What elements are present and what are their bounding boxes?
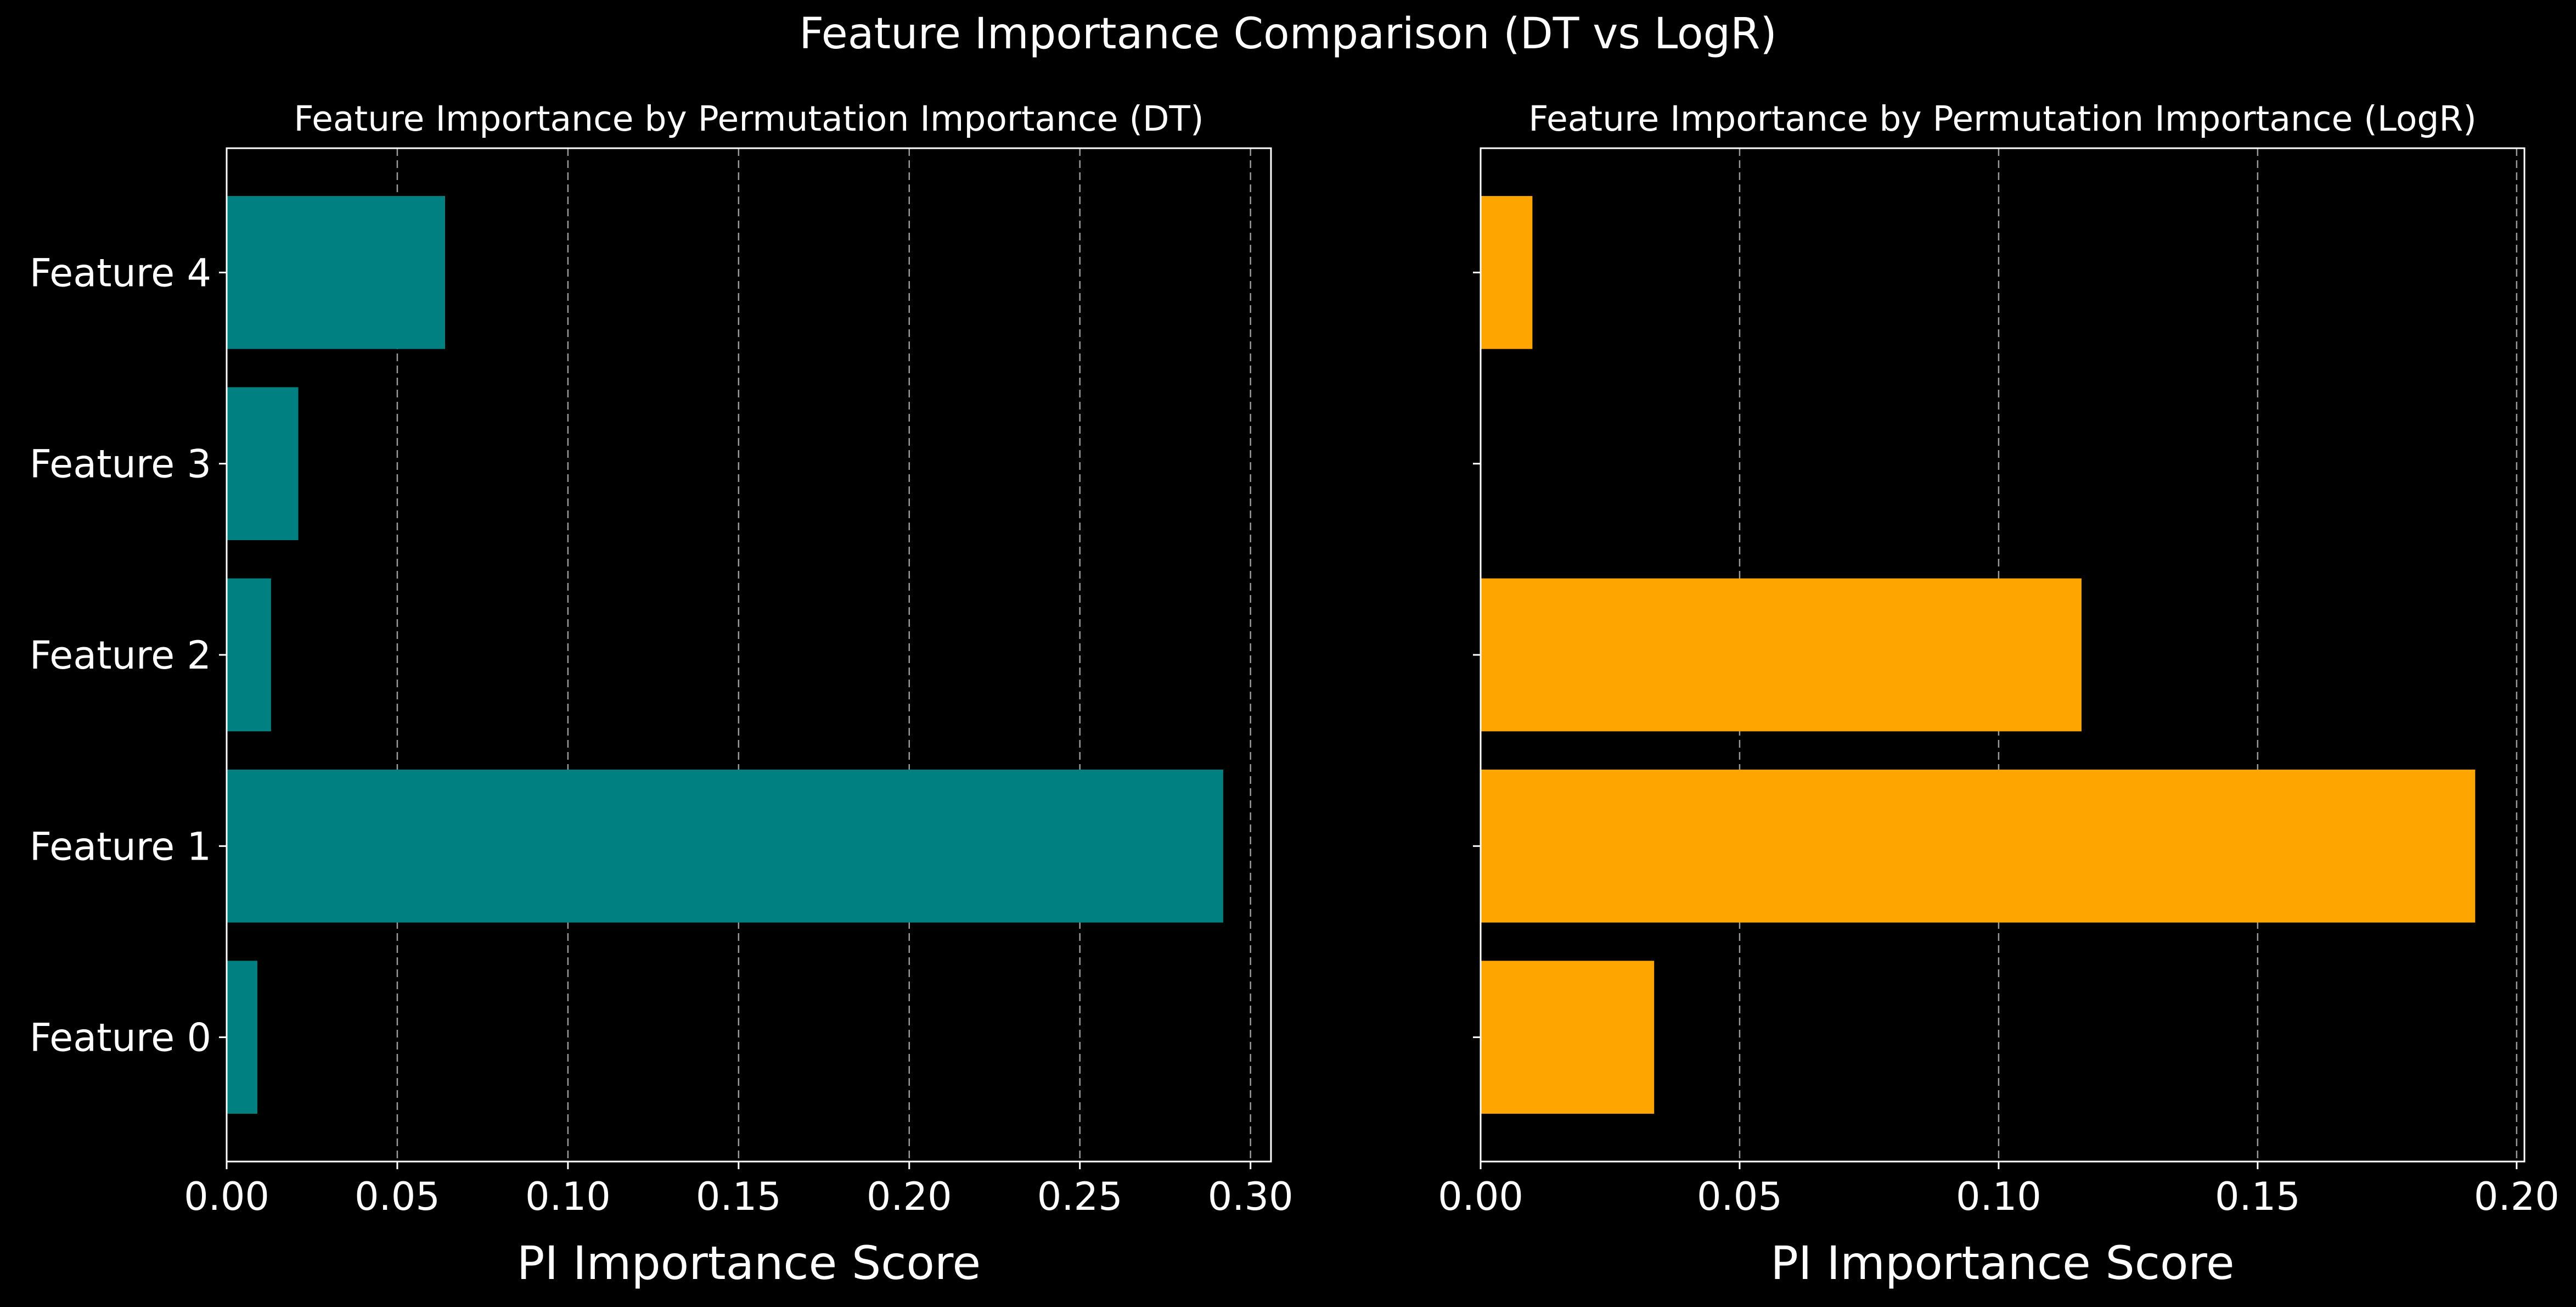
dt-y-tick-label: Feature 1: [30, 824, 211, 869]
logr-bar-feature-1: [1481, 769, 2476, 923]
logr-importance-chart: Feature Importance by Permutation Import…: [1438, 99, 2560, 1290]
logr-bar-feature-0: [1481, 961, 1655, 1114]
dt-y-tick-label: Feature 3: [30, 442, 211, 487]
dt-bar-feature-2: [227, 578, 271, 732]
logr-x-tick-label: 0.05: [1697, 1174, 1782, 1219]
figure-title: Feature Importance Comparison (DT vs Log…: [799, 9, 1777, 59]
dt-chart-title: Feature Importance by Permutation Import…: [294, 99, 1203, 139]
logr-x-tick-label: 0.10: [1956, 1174, 2041, 1219]
dt-x-tick-label: 0.20: [867, 1174, 952, 1219]
dt-y-tick-label: Feature 2: [30, 633, 211, 678]
dt-x-tick-label: 0.25: [1037, 1174, 1123, 1219]
dt-y-tick-label: Feature 0: [30, 1016, 211, 1061]
dt-importance-chart: Feature Importance by Permutation Import…: [30, 99, 1293, 1290]
dt-x-tick-label: 0.30: [1208, 1174, 1293, 1219]
dt-y-tick-label: Feature 4: [30, 250, 211, 295]
dt-x-tick-label: 0.10: [525, 1174, 611, 1219]
dt-bar-feature-1: [227, 769, 1223, 923]
dt-x-tick-label: 0.05: [355, 1174, 440, 1219]
dt-bar-feature-0: [227, 961, 257, 1114]
dt-x-tick-label: 0.15: [696, 1174, 781, 1219]
logr-x-axis-label: PI Importance Score: [1770, 1236, 2234, 1290]
logr-bar-feature-2: [1481, 578, 2082, 732]
dt-x-axis-label: PI Importance Score: [517, 1236, 981, 1290]
logr-x-tick-label: 0.15: [2215, 1174, 2301, 1219]
dt-bar-feature-3: [227, 387, 299, 541]
dt-bar-feature-4: [227, 196, 446, 349]
logr-x-tick-label: 0.20: [2474, 1174, 2560, 1219]
dt-x-tick-label: 0.00: [184, 1174, 269, 1219]
logr-bar-feature-4: [1481, 196, 1533, 349]
logr-x-tick-label: 0.00: [1438, 1174, 1523, 1219]
logr-chart-title: Feature Importance by Permutation Import…: [1528, 99, 2477, 139]
